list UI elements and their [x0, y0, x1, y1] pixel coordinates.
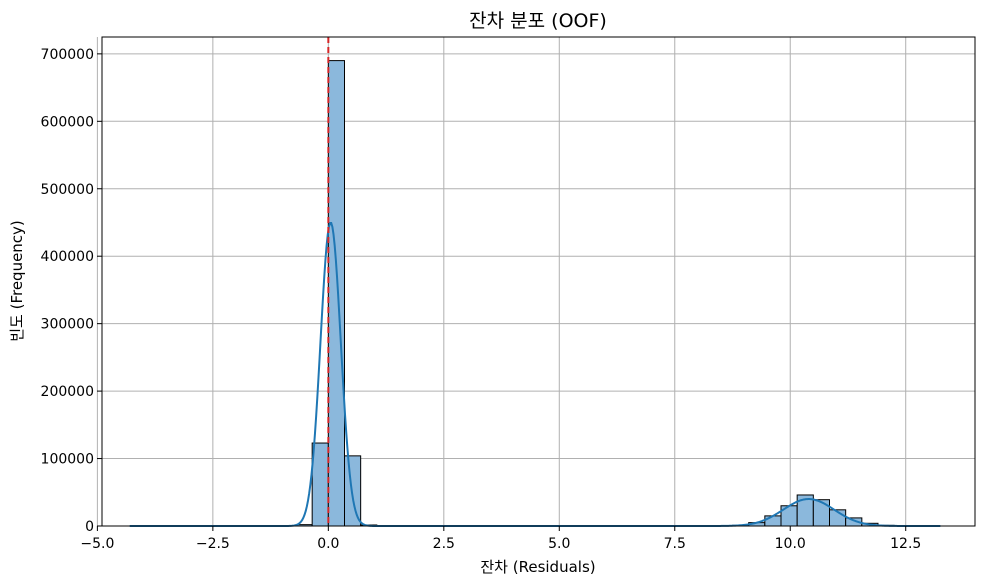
y-tick-label: 0 [85, 519, 94, 535]
histogram-bar [812, 499, 830, 527]
x-tick-label: 7.5 [664, 536, 686, 552]
y-tick-label: 400000 [41, 249, 94, 265]
grid-layer [96, 37, 975, 527]
x-axis-label: 잔차 (Residuals) [480, 558, 595, 576]
x-tick-label: 5.0 [548, 536, 570, 552]
x-axis-ticks: −5.0 −2.5 0.0 2.5 5.0 7.5 10.0 12.5 [80, 526, 921, 552]
histogram-bar [327, 60, 346, 527]
x-tick-label: −5.0 [80, 536, 114, 552]
x-tick-label: 12.5 [890, 536, 921, 552]
plot-frame [101, 36, 976, 527]
y-tick-label: 600000 [41, 114, 94, 130]
kde-layer [129, 221, 941, 527]
x-tick-label: −2.5 [196, 536, 230, 552]
y-axis-label: 빈도 (Frequency) [8, 220, 26, 342]
y-tick-label: 500000 [41, 182, 94, 198]
x-tick-label: 0.0 [317, 536, 339, 552]
histogram-bar [764, 515, 782, 527]
x-tick-label: 2.5 [433, 536, 455, 552]
histogram-bars [295, 60, 895, 527]
chart-title: 잔차 분포 (OOF) [469, 10, 607, 32]
y-tick-label: 300000 [41, 317, 94, 333]
y-tick-label: 100000 [41, 452, 94, 468]
y-tick-label: 700000 [41, 47, 94, 63]
plot-border [101, 36, 976, 527]
x-tick-label: 10.0 [775, 536, 806, 552]
histogram-bar [311, 442, 329, 527]
y-axis-ticks: 0 100000 200000 300000 400000 500000 600000 700… [41, 47, 102, 535]
kde-curve [129, 221, 941, 527]
y-tick-label: 200000 [41, 384, 94, 400]
